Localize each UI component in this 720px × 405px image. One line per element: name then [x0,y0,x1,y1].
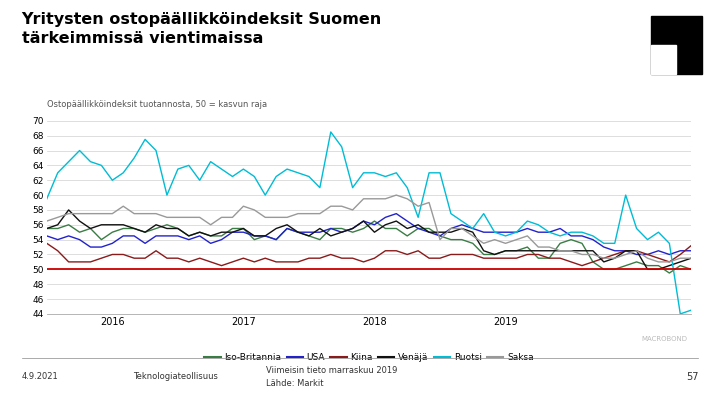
Polygon shape [651,15,703,74]
Text: 57: 57 [686,372,698,382]
Text: Ostopäällikköindeksit tuotannosta, 50 = kasvun raja: Ostopäällikköindeksit tuotannosta, 50 = … [47,100,267,109]
Text: Lähde: Markit: Lähde: Markit [266,379,324,388]
Polygon shape [651,45,677,74]
Text: Teknologiateollisuus: Teknologiateollisuus [133,372,218,381]
Text: Yritysten ostopäällikköindeksit Suomen
tärkeimmissä vientimaissa: Yritysten ostopäällikköindeksit Suomen t… [22,12,382,46]
Text: Viimeisin tieto marraskuu 2019: Viimeisin tieto marraskuu 2019 [266,366,397,375]
Legend: Iso-Britannia, USA, Kiina, Venäjä, Ruotsi, Saksa: Iso-Britannia, USA, Kiina, Venäjä, Ruots… [201,350,537,366]
Text: 4.9.2021: 4.9.2021 [22,372,58,381]
Text: MACROBOND: MACROBOND [642,336,688,342]
